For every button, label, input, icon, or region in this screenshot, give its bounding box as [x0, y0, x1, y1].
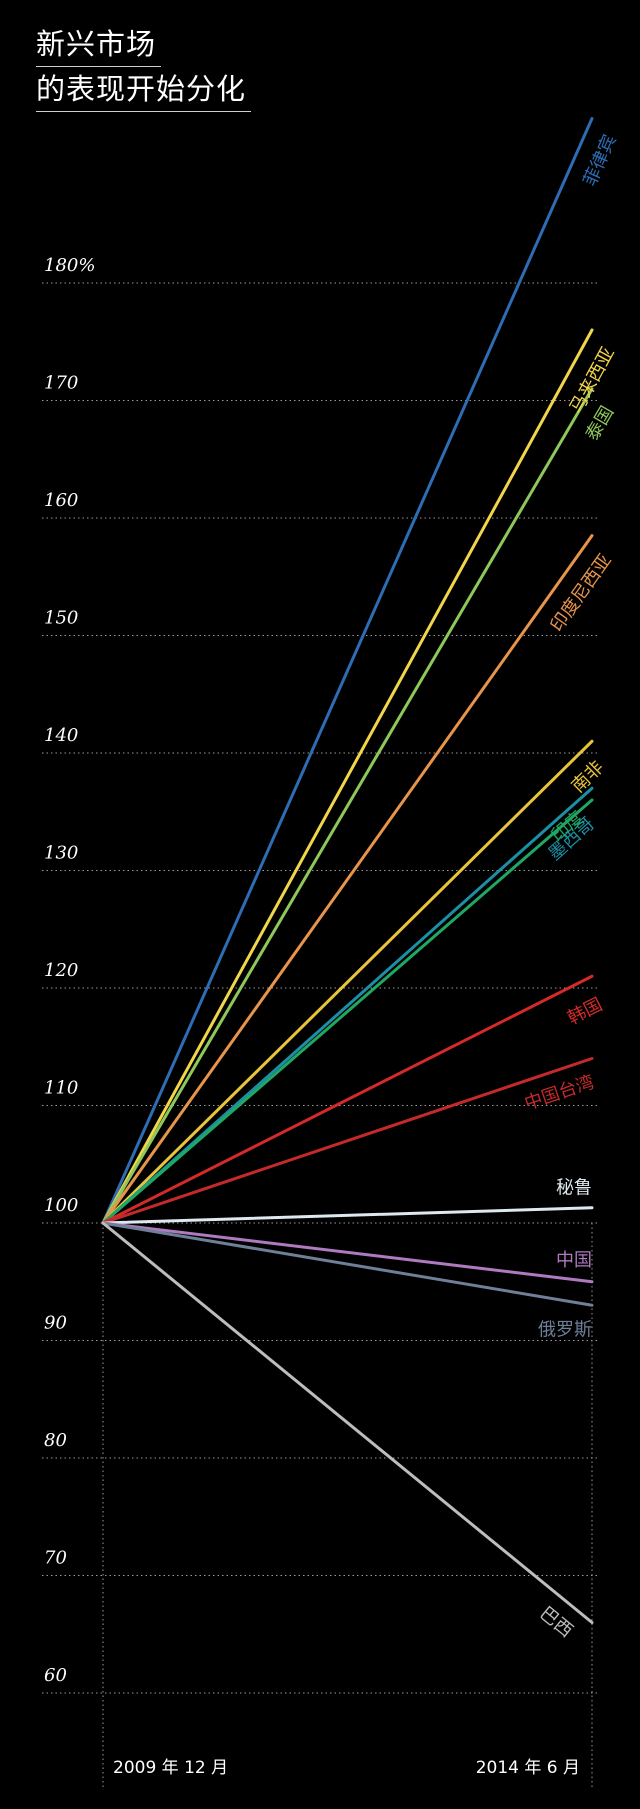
series-line: [101, 534, 594, 1225]
series-line: [101, 974, 594, 1225]
chart-title-line2: 的表现开始分化: [36, 72, 247, 106]
series-line: [101, 328, 594, 1225]
y-tick-label: 160: [44, 490, 78, 511]
title-underline: [36, 111, 251, 112]
y-tick-label: 180%: [44, 255, 95, 276]
series-label: 巴西: [536, 1603, 577, 1642]
series-label: 菲律宾: [580, 132, 621, 190]
y-tick-label: 90: [44, 1313, 67, 1334]
x-tick-label: 2014 年 6 月: [476, 1758, 580, 1778]
x-tick-label: 2009 年 12 月: [113, 1758, 228, 1778]
y-tick-label: 70: [44, 1548, 67, 1569]
series-line: [101, 117, 594, 1225]
title-underline: [36, 66, 161, 67]
y-tick-label: 100: [44, 1195, 78, 1216]
series-line: [101, 1206, 594, 1225]
y-tick-label: 130: [44, 843, 78, 864]
series-label: 秘鲁: [556, 1178, 592, 1199]
series-label: 中国: [556, 1250, 592, 1271]
y-tick-label: 110: [44, 1078, 78, 1099]
series-label: 印度尼西亚: [547, 550, 616, 636]
series-line: [101, 1221, 594, 1284]
series-line: [101, 387, 594, 1225]
y-tick-label: 80: [44, 1430, 67, 1451]
series-line: [101, 1221, 594, 1307]
series-label: 韩国: [564, 994, 606, 1029]
series-label: 南非: [568, 757, 608, 797]
series-line: [101, 1057, 594, 1225]
y-tick-label: 170: [44, 373, 78, 394]
series-line: [101, 739, 594, 1225]
chart-title-line1: 新兴市场: [36, 27, 157, 61]
y-tick-label: 60: [44, 1665, 67, 1686]
series-label: 俄罗斯: [538, 1319, 592, 1340]
series-line: [101, 798, 594, 1225]
y-tick-label: 150: [44, 608, 78, 629]
title-block: 新兴市场 的表现开始分化: [36, 22, 251, 112]
y-tick-label: 140: [44, 725, 78, 746]
series-label: 马来西亚: [566, 344, 619, 417]
y-tick-label: 120: [44, 960, 78, 981]
series-line: [101, 1221, 594, 1624]
